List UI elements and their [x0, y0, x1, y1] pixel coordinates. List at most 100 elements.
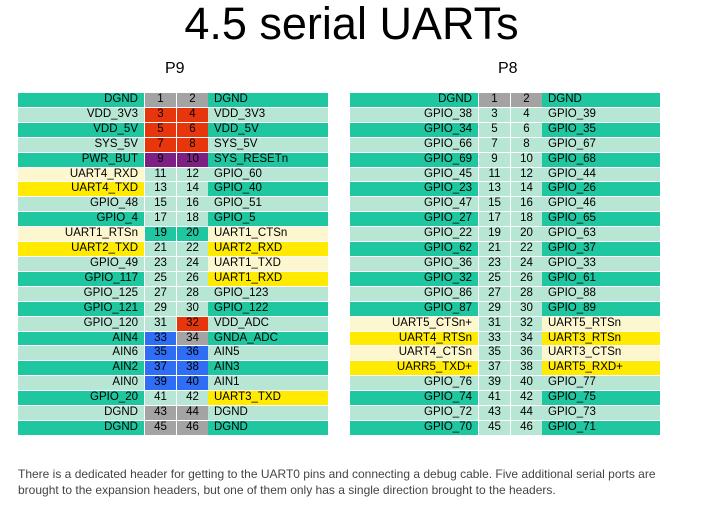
- pin-number-odd: 33: [144, 331, 176, 347]
- signal-label-right: GPIO_46: [542, 197, 660, 213]
- signal-label-left: GPIO_20: [18, 391, 144, 407]
- pin-number-even: 12: [176, 167, 208, 183]
- signal-label-left: GPIO_69: [350, 152, 478, 168]
- signal-label-left: GPIO_45: [350, 167, 478, 183]
- signal-label-left: GPIO_87: [350, 301, 478, 317]
- signal-label-right: DGND: [542, 93, 660, 108]
- pin-number-odd: 45: [144, 420, 176, 436]
- signal-label-left: GPIO_72: [350, 406, 478, 421]
- signal-label-left: VDD_5V: [18, 122, 144, 138]
- p8-pin-row: GPIO_69 9 10 GPIO_68: [350, 152, 660, 168]
- signal-label-left: GPIO_47: [350, 197, 478, 213]
- signal-label-right: UART1_TXD: [208, 256, 328, 272]
- pin-number-even: 14: [510, 182, 542, 198]
- pin-number-even: 16: [176, 197, 208, 213]
- p9-pin-row: AIN0 39 40 AIN1: [18, 376, 328, 392]
- pin-number-odd: 25: [144, 271, 176, 287]
- signal-label-left: UART4_RTSn: [350, 331, 478, 347]
- signal-label-right: UART3_RTSn: [542, 331, 660, 347]
- signal-label-left: UART4_TXD: [18, 182, 144, 198]
- pin-number-odd: 5: [144, 122, 176, 138]
- p9-pin-row: UART2_TXD 21 22 UART2_RXD: [18, 242, 328, 257]
- p8-pin-row: GPIO_47 15 16 GPIO_46: [350, 197, 660, 213]
- pin-number-even: 36: [510, 346, 542, 362]
- pin-number-even: 16: [510, 197, 542, 213]
- signal-label-right: GPIO_68: [542, 152, 660, 168]
- pin-number-even: 20: [510, 227, 542, 243]
- pin-number-odd: 5: [478, 122, 510, 138]
- pin-number-even: 4: [510, 107, 542, 123]
- signal-label-left: GPIO_76: [350, 376, 478, 392]
- signal-label-right: UART5_RXD+: [542, 361, 660, 377]
- signal-label-left: AIN0: [18, 376, 144, 392]
- pin-number-even: 8: [510, 137, 542, 153]
- pin-number-even: 2: [510, 93, 542, 108]
- signal-label-left: GPIO_121: [18, 301, 144, 317]
- pin-number-odd: 9: [144, 152, 176, 168]
- signal-label-right: GPIO_44: [542, 167, 660, 183]
- signal-label-left: UARR5_TXD+: [350, 361, 478, 377]
- pin-number-even: 36: [176, 346, 208, 362]
- pin-number-odd: 17: [144, 212, 176, 228]
- signal-label-left: GPIO_22: [350, 227, 478, 243]
- pin-number-even: 30: [176, 301, 208, 317]
- pin-number-odd: 31: [478, 316, 510, 332]
- signal-label-right: UART3_CTSn: [542, 346, 660, 362]
- pin-number-odd: 33: [478, 331, 510, 347]
- pin-number-even: 10: [510, 152, 542, 168]
- pin-number-odd: 7: [478, 137, 510, 153]
- pin-number-odd: 37: [144, 361, 176, 377]
- signal-label-right: GPIO_37: [542, 242, 660, 257]
- pin-number-even: 24: [176, 256, 208, 272]
- p8-pin-row: GPIO_72 43 44 GPIO_73: [350, 406, 660, 421]
- pin-number-even: 42: [176, 391, 208, 407]
- signal-label-left: AIN6: [18, 346, 144, 362]
- pin-number-odd: 23: [144, 256, 176, 272]
- p9-pin-row: GPIO_125 27 28 GPIO_123: [18, 286, 328, 302]
- signal-label-left: UART4_CTSn: [350, 346, 478, 362]
- signal-label-left: DGND: [18, 406, 144, 421]
- p9-pin-row: AIN2 37 38 AIN3: [18, 361, 328, 377]
- signal-label-right: VDD_3V3: [208, 107, 328, 123]
- signal-label-left: GPIO_62: [350, 242, 478, 257]
- signal-label-left: GPIO_23: [350, 182, 478, 198]
- pin-number-even: 6: [510, 122, 542, 138]
- pin-number-odd: 19: [144, 227, 176, 243]
- signal-label-left: GPIO_34: [350, 122, 478, 138]
- pin-number-odd: 37: [478, 361, 510, 377]
- signal-label-right: VDD_5V: [208, 122, 328, 138]
- signal-label-right: GPIO_65: [542, 212, 660, 228]
- signal-label-right: GPIO_39: [542, 107, 660, 123]
- p8-pin-row: GPIO_76 39 40 GPIO_77: [350, 376, 660, 392]
- header-p8-label: P8: [498, 60, 518, 77]
- pin-number-even: 34: [176, 331, 208, 347]
- signal-label-right: GPIO_33: [542, 256, 660, 272]
- pin-number-odd: 31: [144, 316, 176, 332]
- pin-number-even: 28: [176, 286, 208, 302]
- signal-label-right: GPIO_26: [542, 182, 660, 198]
- signal-label-left: GPIO_49: [18, 256, 144, 272]
- signal-label-right: UART2_RXD: [208, 242, 328, 257]
- pin-number-odd: 13: [144, 182, 176, 198]
- header-p9-table: DGND 1 2 DGND VDD_3V3 3 4 VDD_3V3 VDD_5V 5 6 VDD_5V…: [18, 93, 328, 436]
- pin-number-even: 22: [176, 242, 208, 257]
- pin-number-even: 38: [176, 361, 208, 377]
- pin-number-odd: 9: [478, 152, 510, 168]
- signal-label-left: GPIO_38: [350, 107, 478, 123]
- pin-number-odd: 41: [144, 391, 176, 407]
- p9-pin-row: AIN6 35 36 AIN5: [18, 346, 328, 362]
- p9-pin-row: GPIO_117 25 26 UART1_RXD: [18, 271, 328, 287]
- p8-pin-row: GPIO_23 13 14 GPIO_26: [350, 182, 660, 198]
- pin-number-even: 26: [510, 271, 542, 287]
- p9-pin-row: GPIO_121 29 30 GPIO_122: [18, 301, 328, 317]
- pin-number-even: 42: [510, 391, 542, 407]
- pin-number-even: 44: [510, 406, 542, 421]
- p8-pin-row: GPIO_70 45 46 GPIO_71: [350, 420, 660, 436]
- pin-number-odd: 23: [478, 256, 510, 272]
- signal-label-left: SYS_5V: [18, 137, 144, 153]
- pin-number-even: 22: [510, 242, 542, 257]
- p8-pin-row: UART5_CTSn+ 31 32 UART5_RTSn: [350, 316, 660, 332]
- signal-label-right: SYS_5V: [208, 137, 328, 153]
- pin-number-odd: 25: [478, 271, 510, 287]
- p8-pin-row: UART4_CTSn 35 36 UART3_CTSn: [350, 346, 660, 362]
